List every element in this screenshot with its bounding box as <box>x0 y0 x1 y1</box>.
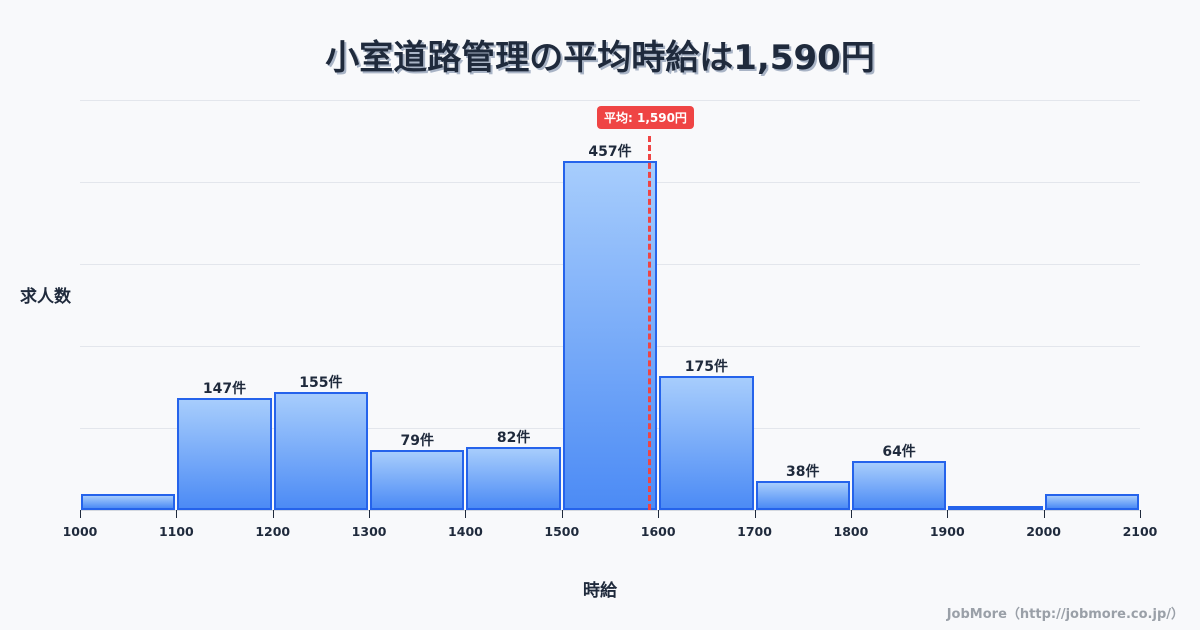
gridline <box>80 100 1140 101</box>
x-axis-tick <box>850 510 852 518</box>
histogram-bar <box>370 449 465 510</box>
bar-value-label: 38件 <box>785 463 820 480</box>
x-axis-tick <box>947 510 949 518</box>
x-axis-tick <box>272 510 274 518</box>
x-axis-tick <box>561 510 563 518</box>
bar-value-label: 79件 <box>400 432 434 449</box>
x-axis-tick-label: 1900 <box>929 524 965 539</box>
x-axis-tick <box>369 510 371 518</box>
x-axis-tick <box>754 510 756 518</box>
x-axis-tick-label: 1600 <box>640 524 676 539</box>
bar-value-label: 457件 <box>588 144 632 160</box>
x-axis-tick-label: 1300 <box>351 524 387 539</box>
histogram-bar <box>755 480 850 510</box>
x-axis-tick-label: 1500 <box>544 524 580 539</box>
mean-badge: 平均: 1,590円 <box>597 106 694 129</box>
x-axis-tick-label: 1800 <box>833 524 869 539</box>
x-axis-tick <box>80 510 81 518</box>
bar-value-label: 64件 <box>882 444 916 461</box>
histogram-plot-area: 147件 155件 79件 82件 457件 175件 38件 64件 1000 1100 1200… <box>63 100 1157 539</box>
histogram-bar <box>562 161 658 510</box>
x-axis-tick <box>176 510 178 518</box>
x-axis-baseline <box>80 510 1140 511</box>
chart-title: 小室道路管理の平均時給は1,590円 <box>325 38 875 78</box>
x-axis-tick-label: 1400 <box>448 524 483 539</box>
x-axis-tick-label: 2100 <box>1122 524 1158 539</box>
x-axis-tick-label: 1100 <box>158 524 194 539</box>
bar-value-label: 82件 <box>496 430 531 447</box>
histogram-bar <box>659 376 754 510</box>
histogram-bar <box>273 391 369 510</box>
histogram-bar <box>81 493 176 510</box>
histogram-bar <box>177 397 272 510</box>
mean-line <box>647 136 651 510</box>
x-axis-tick <box>658 510 660 518</box>
y-axis-label: 求人数 <box>20 287 71 307</box>
source-credit: JobMore（http://jobmore.co.jp/） <box>946 607 1184 622</box>
x-axis-tick-label: 1700 <box>737 524 772 539</box>
x-axis-tick <box>1043 510 1045 518</box>
histogram-bar <box>948 506 1043 510</box>
histogram-bar <box>1044 493 1139 510</box>
bar-value-label: 147件 <box>202 380 247 397</box>
x-axis-tick <box>465 510 467 518</box>
histogram-bar <box>466 447 561 510</box>
x-axis-label: 時給 <box>583 581 617 601</box>
histogram-bar <box>851 461 947 510</box>
x-axis-tick-label: 2000 <box>1026 524 1062 539</box>
x-axis-tick-label: 1200 <box>255 524 291 539</box>
x-axis-tick <box>1140 510 1141 518</box>
bar-value-label: 155件 <box>299 374 343 391</box>
bar-value-label: 175件 <box>684 359 728 376</box>
x-axis-tick-label: 1000 <box>62 524 98 539</box>
